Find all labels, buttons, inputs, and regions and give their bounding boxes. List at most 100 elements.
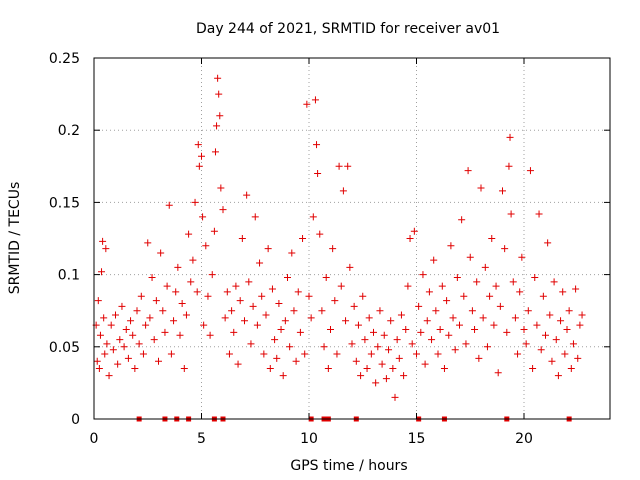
data-point (563, 325, 571, 333)
data-point (105, 372, 113, 380)
data-point (260, 350, 268, 358)
data-point (112, 311, 119, 319)
data-point (550, 278, 558, 286)
data-point (382, 375, 390, 383)
data-point (107, 321, 115, 329)
data-point (499, 187, 506, 195)
data-point (296, 328, 304, 336)
data-point (393, 336, 401, 344)
data-point (120, 343, 128, 351)
data-point (309, 213, 317, 221)
data-point (374, 343, 382, 351)
data-point (380, 331, 388, 339)
data-point (492, 282, 500, 290)
y-axis-label: SRMTID / TECUs (7, 182, 23, 295)
data-point (445, 331, 453, 339)
data-point (372, 379, 380, 387)
data-point (451, 346, 459, 354)
y-tick-label: 0.15 (49, 195, 80, 211)
data-point (559, 288, 567, 296)
data-point (286, 343, 294, 351)
data-point (494, 369, 502, 377)
data-point (318, 307, 326, 315)
data-point (395, 354, 403, 362)
data-point (576, 321, 584, 329)
data-point (157, 249, 165, 257)
data-point (466, 253, 474, 261)
data-point (516, 288, 524, 296)
data-point (419, 271, 427, 279)
data-point (567, 364, 575, 372)
data-point (520, 325, 528, 333)
y-tick-label: 0.05 (49, 340, 80, 356)
data-point (535, 210, 543, 218)
data-point (152, 297, 160, 305)
data-point (514, 350, 522, 358)
data-point (331, 297, 339, 305)
data-point (370, 328, 377, 336)
data-point (213, 122, 221, 130)
data-point (471, 325, 479, 333)
data-point (477, 184, 485, 192)
data-point (462, 340, 470, 348)
data-point (180, 364, 188, 372)
data-point (292, 357, 300, 365)
data-point (93, 357, 101, 365)
data-point (114, 360, 122, 368)
data-point (167, 350, 175, 358)
data-point (533, 321, 541, 329)
data-point (486, 292, 494, 300)
data-point (456, 321, 463, 329)
data-points (92, 74, 586, 422)
data-point (578, 311, 586, 319)
data-point (389, 364, 397, 372)
y-tick-label: 0.2 (58, 123, 80, 139)
data-point (526, 167, 534, 175)
data-point (376, 307, 384, 315)
data-point (333, 350, 341, 358)
data-point (509, 278, 517, 286)
data-point (139, 350, 147, 358)
data-point (214, 74, 222, 82)
data-point (100, 314, 108, 322)
data-point (288, 249, 296, 257)
data-point (574, 354, 582, 362)
data-point (217, 184, 225, 192)
data-point (116, 336, 124, 344)
x-axis-label: GPS time / hours (290, 458, 407, 474)
data-point (208, 271, 216, 279)
data-point (290, 307, 298, 315)
data-point (432, 307, 440, 315)
data-point (400, 372, 408, 380)
data-point (131, 364, 139, 372)
x-tick-label: 15 (408, 431, 426, 447)
data-point (417, 328, 425, 336)
data-point (146, 314, 154, 322)
data-point (219, 206, 227, 214)
data-point (453, 273, 461, 281)
data-point (363, 364, 371, 372)
data-point (436, 325, 444, 333)
data-point (505, 162, 513, 170)
axis-ticks (93, 57, 610, 420)
data-point (176, 331, 184, 339)
data-point (565, 307, 573, 315)
data-point (385, 346, 393, 354)
data-point (228, 307, 236, 315)
data-point (410, 227, 418, 235)
data-point (251, 213, 259, 221)
data-point (311, 96, 319, 104)
data-point (191, 198, 199, 206)
data-point (243, 191, 251, 199)
data-point (262, 311, 270, 319)
data-point (232, 282, 240, 290)
data-point (569, 340, 577, 348)
data-point (187, 278, 195, 286)
x-tick-label: 0 (90, 431, 99, 447)
data-point (101, 350, 109, 358)
data-point (202, 242, 210, 250)
data-point (174, 263, 182, 271)
data-point (447, 242, 455, 250)
data-point (178, 299, 186, 307)
